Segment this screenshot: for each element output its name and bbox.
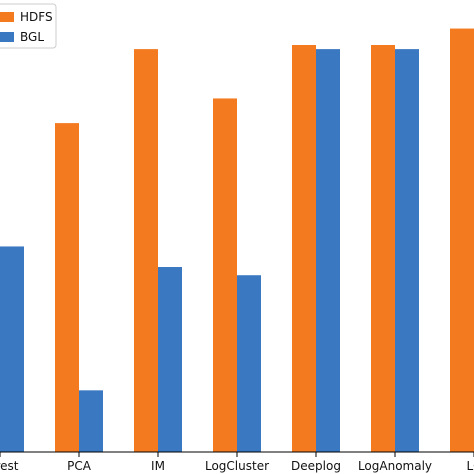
bar-bgl-loganomaly: [395, 49, 419, 452]
bar-bgl-logcluster: [237, 275, 261, 452]
bar-hdfs-deeplog: [292, 45, 316, 452]
x-tick-label-forest: Forest: [0, 459, 19, 473]
bar-bgl-deeplog: [316, 49, 340, 452]
bar-hdfs-logcluster: [213, 98, 237, 452]
legend-label-hdfs: HDFS: [20, 10, 53, 24]
bar-hdfs-loganomaly: [371, 45, 395, 452]
bar-hdfs-im: [134, 49, 158, 452]
x-tick-label-loganomaly: LogAnomaly: [358, 459, 432, 473]
x-tick-label-logcluster: LogCluster: [205, 459, 269, 473]
bar-hdfs-pca: [55, 123, 79, 452]
bar-bgl-im: [158, 267, 182, 452]
legend-swatch-hdfs: [0, 12, 14, 22]
legend-label-bgl: BGL: [20, 30, 44, 44]
x-tick-label-im: IM: [151, 459, 165, 473]
bars-layer: [0, 28, 474, 453]
legend-swatch-bgl: [0, 32, 14, 42]
bar-hdfs-lc: [450, 28, 474, 453]
x-tick-label-deeplog: Deeplog: [291, 459, 341, 473]
x-tick-label-lc: LC: [466, 459, 474, 473]
bar-bgl-pca: [79, 390, 103, 452]
x-ticks: Forest PCA IM LogCluster Deeplog LogAnomaly LC: [0, 452, 474, 473]
legend: HDFS BGL: [0, 3, 57, 49]
x-tick-label-pca: PCA: [67, 459, 92, 473]
bar-bgl-forest: [0, 246, 24, 452]
